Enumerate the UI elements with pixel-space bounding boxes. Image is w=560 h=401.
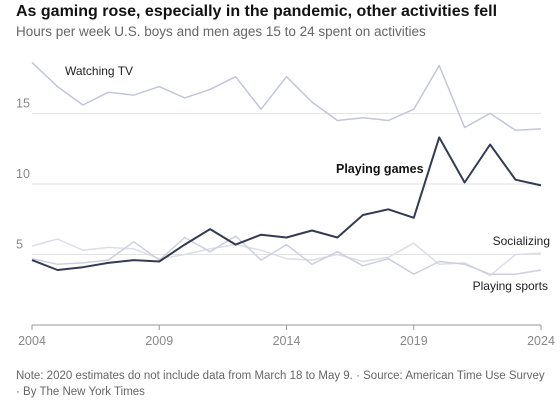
chart-subtitle: Hours per week U.S. boys and men ages 15… <box>16 24 426 39</box>
footnote: Note: 2020 estimates do not include data… <box>16 368 546 400</box>
footnote-separator: · <box>356 370 360 382</box>
x-tick-label: 2004 <box>18 334 46 348</box>
label-playing-games: Playing games <box>336 162 424 176</box>
series-line-watching-tv <box>31 62 542 132</box>
footnote-credit: By The New York Times <box>23 386 145 398</box>
footnote-note: Note: 2020 estimates do not include data… <box>16 370 353 382</box>
axis-ticks: 5 10 15 2004 2009 2014 2019 2024 <box>16 96 555 348</box>
label-watching-tv: Watching TV <box>65 64 133 78</box>
x-tick-label: 2009 <box>145 334 173 348</box>
y-tick-label: 15 <box>16 96 30 110</box>
series-line-playing-sports <box>31 235 542 275</box>
label-socializing: Socializing <box>493 234 550 248</box>
footnote-separator: · <box>16 386 20 398</box>
gridlines <box>32 112 541 326</box>
label-playing-sports: Playing sports <box>473 279 548 293</box>
y-tick-label: 10 <box>16 167 30 181</box>
x-tick-label: 2024 <box>527 334 555 348</box>
series-lines <box>31 62 542 277</box>
x-tick-label: 2014 <box>273 334 301 348</box>
footnote-source: Source: American Time Use Survey <box>363 370 545 382</box>
y-tick-label: 5 <box>16 237 23 251</box>
series-line-playing-games <box>31 136 542 271</box>
chart-title: As gaming rose, especially in the pandem… <box>16 3 498 20</box>
x-tick-label: 2019 <box>400 334 428 348</box>
